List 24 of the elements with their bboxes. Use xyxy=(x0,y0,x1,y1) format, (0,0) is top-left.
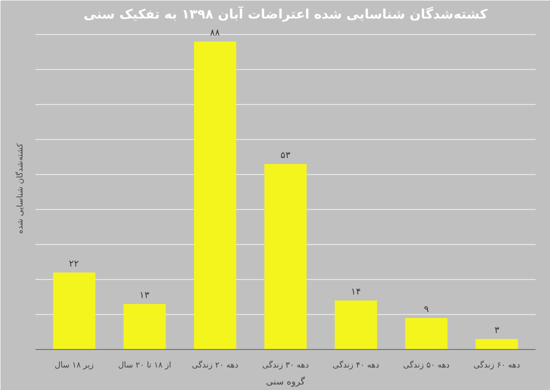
bar xyxy=(334,300,378,350)
data-label: ۳ xyxy=(494,325,500,335)
x-tick-label: زیر ۱۸ سال xyxy=(54,360,94,370)
bar xyxy=(53,272,96,350)
bar xyxy=(194,42,236,350)
bar xyxy=(476,339,518,350)
data-label: ۲۲ xyxy=(69,258,80,268)
x-tick-label: دهه ۳۰ زندگی xyxy=(262,360,310,370)
x-tick-label: دهه ۴۰ زندگی xyxy=(332,360,380,370)
x-tick-label: از ۱۸ تا ۲۰ سال xyxy=(118,360,172,370)
x-axis-title: گروه سنی xyxy=(266,376,306,388)
x-tick-label: دهه ۲۰ زندگی xyxy=(192,360,239,370)
data-label: ۱۴ xyxy=(350,286,361,296)
data-label: ۹ xyxy=(424,304,429,314)
y-axis-title: کشته‌شدگان شناسایی شده xyxy=(14,143,24,234)
x-tick-label: دهه ۶۰ زندگی xyxy=(474,360,520,370)
data-label: ۵۳ xyxy=(280,150,290,160)
bar xyxy=(264,164,307,350)
chart-title: کشته‌شدگان شناسایی شده اعتراضات آبان ۱۳۹۸ به تفکیک سنی xyxy=(84,6,488,22)
bar xyxy=(405,318,448,350)
x-tick-label: دهه ۵۰ زندگی xyxy=(403,360,450,370)
bar xyxy=(124,304,166,350)
data-label: ۱۳ xyxy=(140,290,150,300)
data-label: ۸۸ xyxy=(210,28,220,38)
